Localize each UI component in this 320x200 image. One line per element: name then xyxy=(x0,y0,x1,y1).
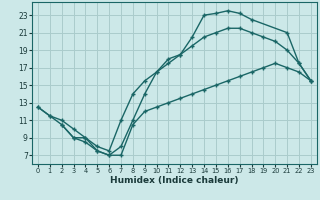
X-axis label: Humidex (Indice chaleur): Humidex (Indice chaleur) xyxy=(110,176,239,185)
